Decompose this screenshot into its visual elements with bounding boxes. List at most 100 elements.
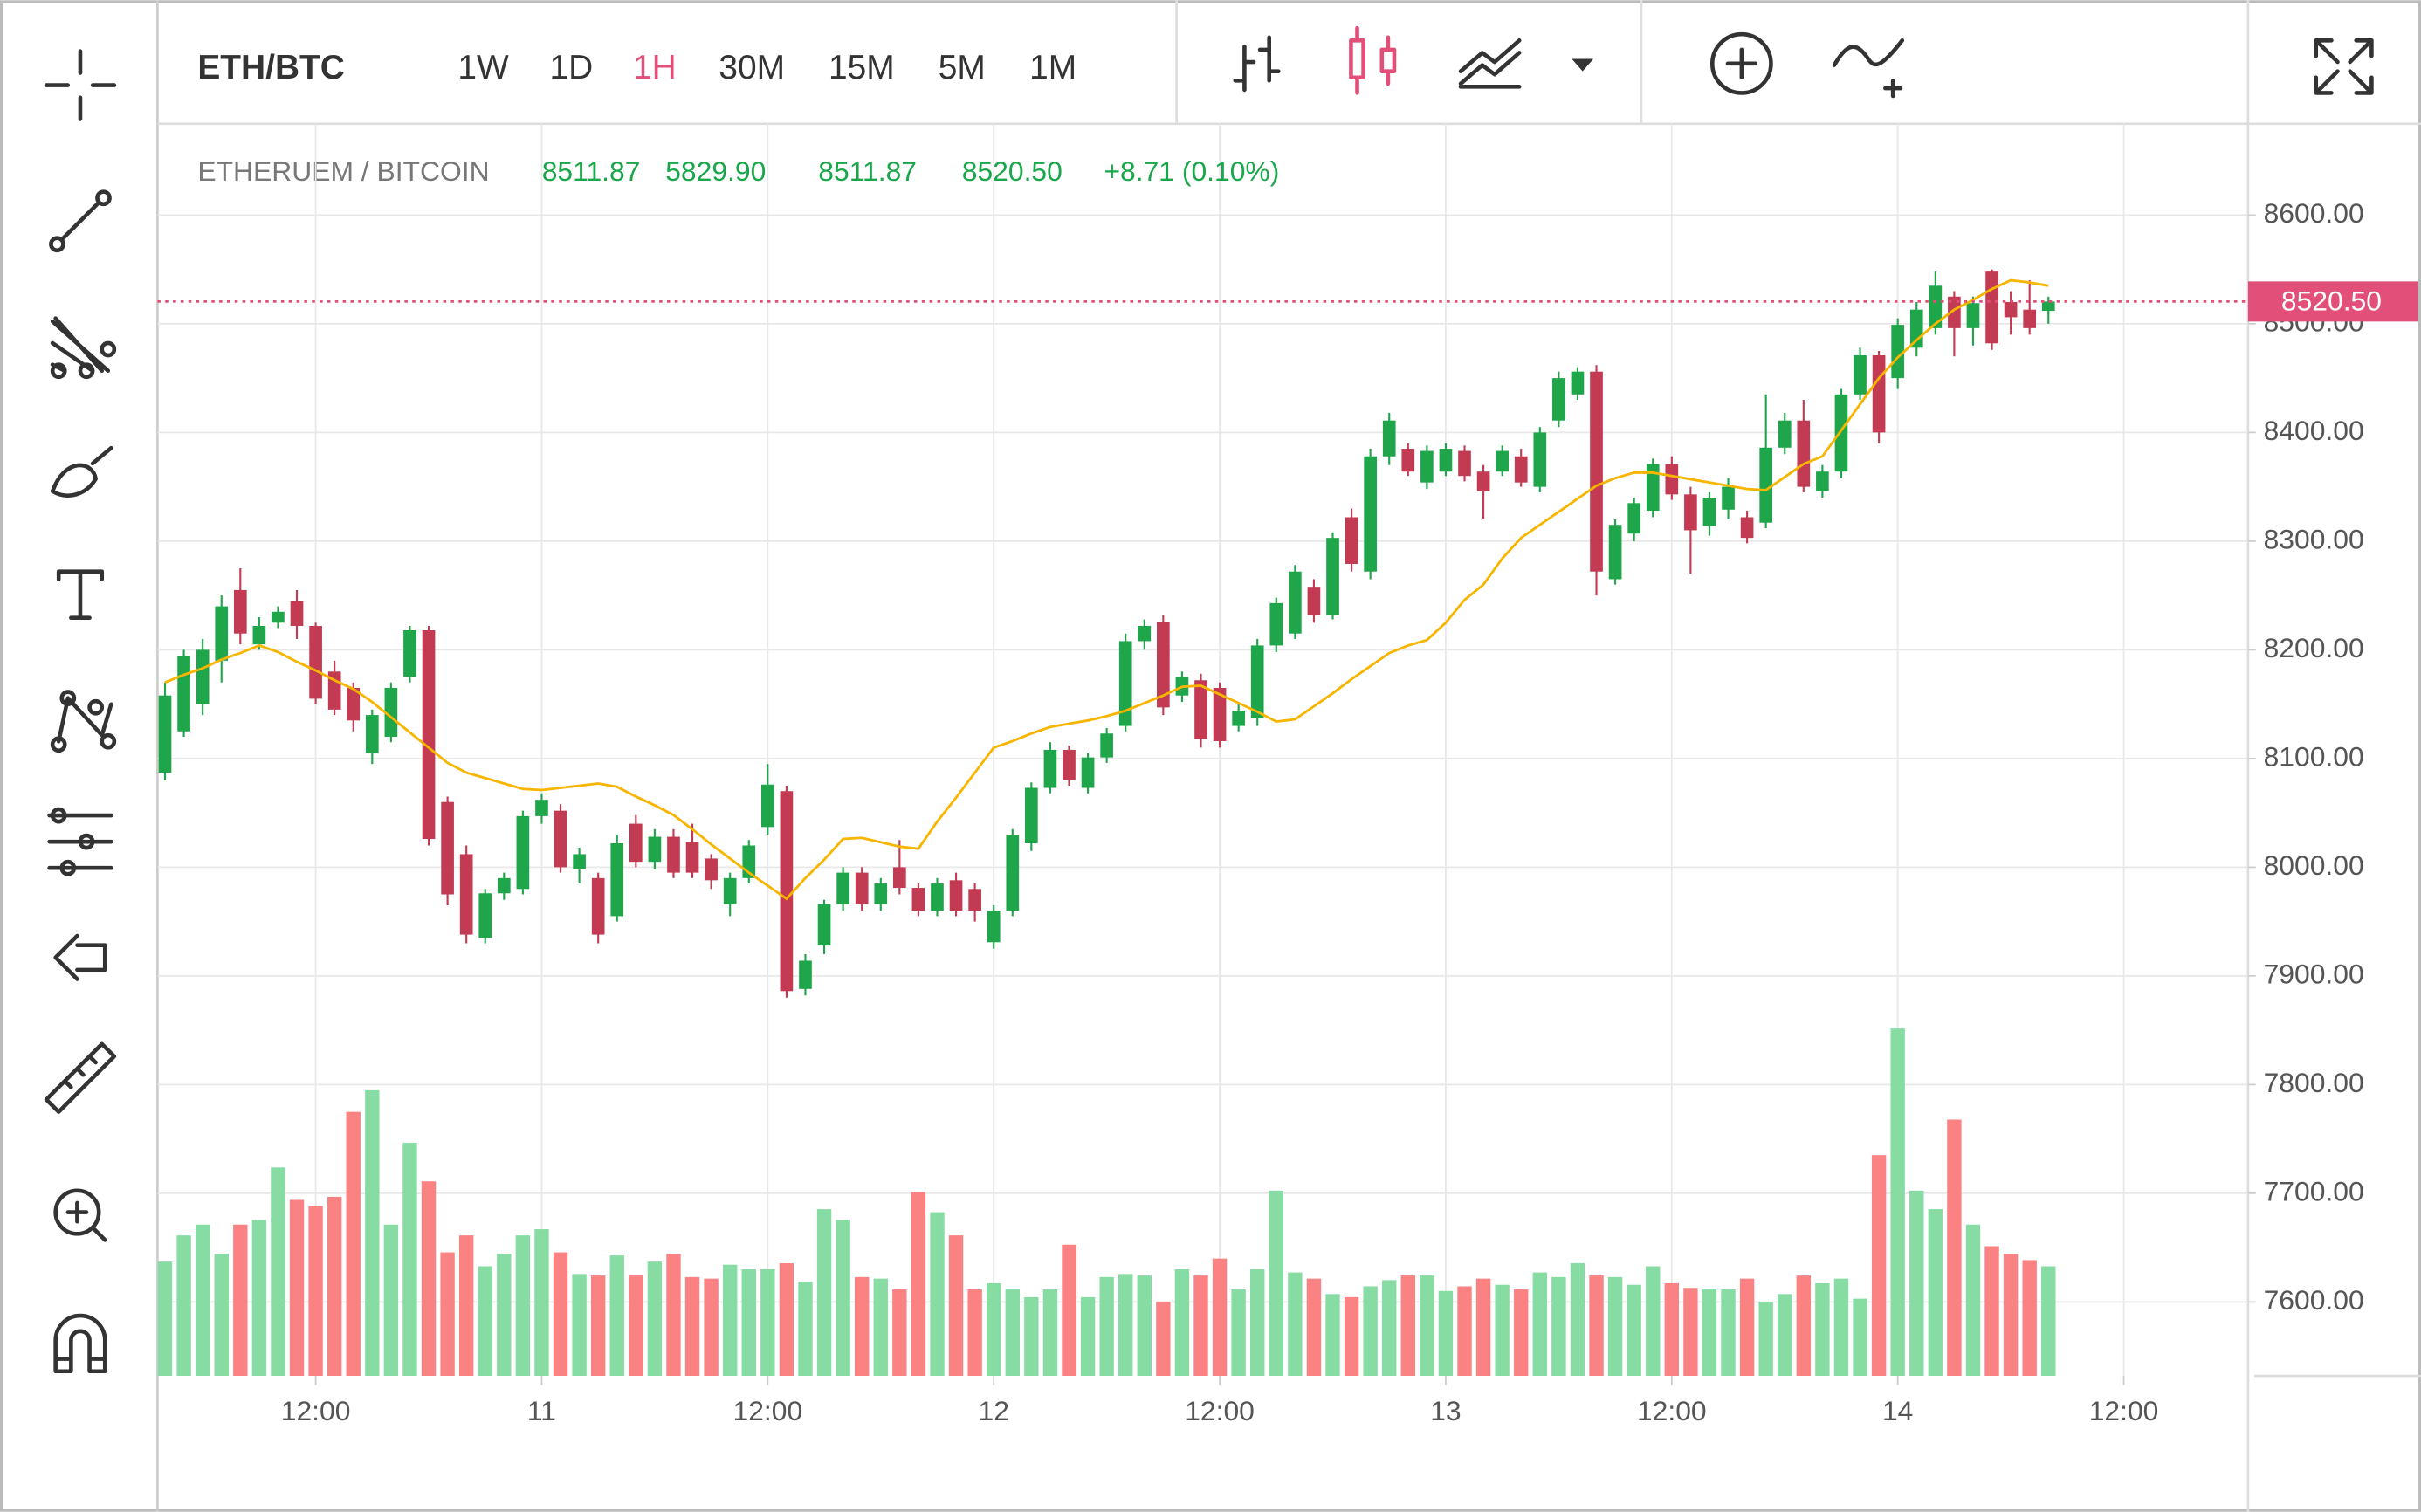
brush-tool[interactable] bbox=[50, 445, 113, 498]
volume-bar bbox=[251, 1220, 267, 1377]
last-price-box bbox=[2247, 281, 2418, 322]
volume-bar bbox=[2003, 1254, 2019, 1377]
candle-body bbox=[516, 815, 530, 890]
volume-bar bbox=[383, 1224, 399, 1377]
volume-bar bbox=[1646, 1266, 1661, 1377]
candle-body bbox=[1401, 449, 1415, 472]
volume-bar bbox=[854, 1276, 870, 1377]
interval-button[interactable]: 1H bbox=[633, 49, 677, 86]
text-tool[interactable] bbox=[56, 569, 105, 621]
volume-bar bbox=[1062, 1244, 1076, 1377]
volume-bar bbox=[1589, 1275, 1604, 1377]
y-tick-label: 8100.00 bbox=[2264, 740, 2364, 772]
volume-bar bbox=[836, 1220, 850, 1377]
candle-body bbox=[1100, 733, 1113, 758]
volume-bar bbox=[1099, 1276, 1114, 1377]
candle-body bbox=[911, 888, 925, 911]
x-tick-label: 12 bbox=[979, 1395, 1009, 1426]
volume-bar bbox=[346, 1111, 361, 1377]
symbol[interactable]: ETH/BTC bbox=[197, 49, 345, 86]
candle-body bbox=[1476, 471, 1490, 491]
magnet-tool[interactable] bbox=[53, 1313, 107, 1374]
back-tool[interactable] bbox=[53, 933, 107, 981]
volume-bar bbox=[1890, 1028, 1905, 1377]
fib-tool[interactable] bbox=[50, 316, 117, 380]
volume-bar bbox=[365, 1089, 380, 1377]
interval-button[interactable]: 15M bbox=[829, 49, 895, 86]
volume-bar bbox=[1231, 1289, 1246, 1377]
volume-bar bbox=[327, 1196, 342, 1377]
candle-body bbox=[1118, 641, 1132, 726]
volume-bar bbox=[214, 1254, 229, 1377]
volume-bar bbox=[1269, 1190, 1283, 1377]
interval-selector: 1W 1D 1H 30M 15M 5M 1M bbox=[457, 49, 1076, 86]
candle-body bbox=[309, 625, 322, 699]
candle-body bbox=[1740, 517, 1754, 539]
interval-button[interactable]: 30M bbox=[719, 49, 785, 86]
candle-body bbox=[1514, 456, 1528, 483]
pattern-tool[interactable] bbox=[50, 690, 117, 753]
ruler-tool[interactable] bbox=[44, 1041, 117, 1114]
crosshair-tool[interactable] bbox=[44, 49, 117, 121]
candle-body bbox=[215, 606, 229, 661]
moving-average-line bbox=[164, 278, 2049, 901]
volume-bar bbox=[176, 1235, 191, 1377]
candle-body bbox=[1966, 303, 1980, 328]
y-tick-label: 8000.00 bbox=[2264, 849, 2364, 881]
header-value: 5829.90 bbox=[665, 155, 766, 187]
candle-body bbox=[949, 880, 963, 911]
volume-bar bbox=[157, 1261, 173, 1377]
volume-bar bbox=[421, 1181, 437, 1377]
area-chart-button[interactable] bbox=[1458, 38, 1522, 89]
chart-title: ETHERUEM / BITCOIN bbox=[197, 155, 489, 187]
volume-bar bbox=[666, 1254, 681, 1377]
candle-body bbox=[384, 687, 398, 737]
interval-button[interactable]: 1M bbox=[1029, 49, 1076, 86]
y-tick-label: 7800.00 bbox=[2264, 1067, 2364, 1098]
volume-bar bbox=[1400, 1275, 1415, 1377]
bar-chart-button[interactable] bbox=[1233, 35, 1281, 93]
interval-button[interactable]: 1D bbox=[549, 49, 593, 86]
line-tool[interactable] bbox=[49, 189, 112, 253]
volume-bar bbox=[195, 1224, 210, 1377]
candle-body bbox=[723, 877, 737, 904]
candle-body bbox=[648, 836, 662, 863]
interval-button[interactable]: 5M bbox=[939, 49, 986, 86]
candle-body bbox=[1702, 498, 1716, 526]
volume-bar bbox=[911, 1192, 926, 1377]
volume-bar bbox=[1420, 1275, 1434, 1377]
zoom-tool[interactable] bbox=[53, 1188, 107, 1242]
candle-body bbox=[196, 649, 210, 704]
compare-button[interactable] bbox=[1832, 38, 1905, 99]
volume-bar bbox=[1250, 1269, 1265, 1377]
candle-body bbox=[1063, 749, 1076, 780]
volume-bar bbox=[1778, 1294, 1792, 1377]
volume-bar bbox=[1532, 1272, 1548, 1377]
volume-bar bbox=[1947, 1119, 1962, 1377]
measure-tool[interactable] bbox=[47, 807, 113, 876]
volume-bar bbox=[1457, 1286, 1472, 1377]
interval-button[interactable]: 1W bbox=[457, 49, 509, 86]
volume-bar bbox=[1344, 1296, 1359, 1377]
candle-chart-button[interactable] bbox=[1349, 25, 1397, 95]
volume-bar bbox=[1928, 1209, 1943, 1377]
candle-body bbox=[1552, 378, 1565, 421]
candle-body bbox=[459, 854, 473, 935]
candle-body bbox=[233, 589, 247, 634]
candle-body bbox=[1439, 449, 1453, 472]
add-indicator-button[interactable] bbox=[1709, 31, 1773, 95]
volume-bar bbox=[515, 1235, 531, 1377]
volume-bar bbox=[967, 1289, 982, 1377]
volume-bar bbox=[1137, 1275, 1152, 1377]
candle-body bbox=[1420, 450, 1434, 483]
volume-bar bbox=[1833, 1278, 1849, 1377]
volume-bar bbox=[1080, 1296, 1096, 1377]
chart-type-dropdown[interactable] bbox=[1572, 58, 1594, 72]
candle-body bbox=[1213, 687, 1227, 741]
volume-bar bbox=[1984, 1246, 1999, 1377]
y-tick-label: 8200.00 bbox=[2264, 632, 2364, 663]
candle-body bbox=[1929, 285, 1943, 328]
volume-bar bbox=[458, 1235, 474, 1377]
fullscreen-button[interactable] bbox=[2314, 38, 2374, 95]
